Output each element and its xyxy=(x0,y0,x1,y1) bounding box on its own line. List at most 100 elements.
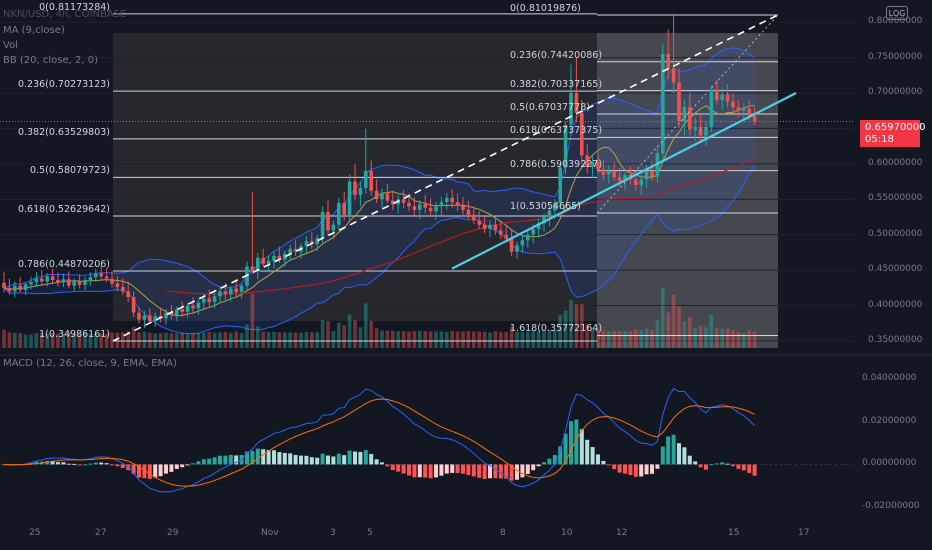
candle-body xyxy=(482,224,487,229)
macd-histogram-bar xyxy=(353,451,357,465)
volume-bar xyxy=(450,331,454,348)
candle-body xyxy=(272,255,276,261)
macd-histogram-bar xyxy=(56,462,60,465)
volume-bar xyxy=(434,331,438,348)
volume-bar xyxy=(202,332,206,348)
candle-body xyxy=(288,248,292,254)
volume-bar xyxy=(477,331,481,348)
macd-histogram-bar xyxy=(212,457,217,465)
bb-indicator-label[interactable]: BB (20, close, 2, 0) xyxy=(3,55,98,66)
macd-pane xyxy=(2,387,757,493)
macd-histogram-bar xyxy=(477,464,482,478)
fib-right-label: 0.5(0.67037778) xyxy=(510,101,590,113)
volume-bar xyxy=(455,331,460,348)
macd-histogram-bar xyxy=(164,464,168,474)
macd-histogram-bar xyxy=(315,457,320,465)
candle-body xyxy=(634,179,638,186)
fib-right-label: 0.236(0.74420086) xyxy=(510,49,603,61)
candle-body xyxy=(380,193,384,200)
candle-body xyxy=(364,170,368,188)
volume-bar xyxy=(104,333,109,348)
volume-bar xyxy=(88,334,93,348)
macd-histogram-bar xyxy=(720,462,725,465)
fib-right-label: 0(0.81019876) xyxy=(510,2,581,14)
candle-body xyxy=(293,248,298,252)
macd-axis-label: 0.04000000 xyxy=(862,372,917,383)
log-scale-button[interactable]: LOG xyxy=(886,6,908,20)
macd-histogram-bar xyxy=(428,464,433,479)
volume-bar xyxy=(547,330,552,348)
macd-histogram-bar xyxy=(504,464,509,479)
price-axis-label: 0.55000000 xyxy=(868,193,923,204)
candle-body xyxy=(553,202,557,211)
volume-bar xyxy=(677,306,681,348)
macd-histogram-bar xyxy=(417,464,422,478)
candle-body xyxy=(326,212,330,231)
bar-countdown: 05:18 xyxy=(865,134,894,145)
candle-body xyxy=(601,169,606,175)
macd-histogram-bar xyxy=(390,464,395,471)
candle-body xyxy=(461,205,465,210)
volume-bar xyxy=(715,327,719,348)
volume-bar xyxy=(391,330,395,348)
volume-bar xyxy=(445,331,449,348)
macd-histogram-bar xyxy=(558,446,563,465)
macd-histogram-bar xyxy=(547,458,552,465)
macd-histogram-bar xyxy=(471,464,476,477)
macd-histogram-bar xyxy=(574,419,579,465)
macd-indicator-label[interactable]: MACD (12, 26, close, 9, EMA, EMA) xyxy=(3,358,177,369)
candle-body xyxy=(185,305,190,312)
candle-body xyxy=(499,230,503,235)
ma-indicator-label[interactable]: MA (9,close) xyxy=(3,25,65,36)
candle-body xyxy=(617,177,622,181)
volume-bar xyxy=(563,310,568,348)
volume-bar xyxy=(461,331,465,348)
macd-histogram-bar xyxy=(590,447,595,465)
candle-body xyxy=(661,54,665,154)
candle-body xyxy=(110,278,114,284)
trend-drawings[interactable] xyxy=(0,14,855,342)
macd-histogram-bar xyxy=(423,464,428,478)
macd-histogram-bar xyxy=(655,464,660,469)
candle-body xyxy=(337,202,341,225)
volume-bar xyxy=(137,332,141,348)
volume-indicator-label[interactable]: Vol xyxy=(3,40,18,51)
macd-histogram-bar xyxy=(61,462,66,465)
volume-bar xyxy=(488,332,492,348)
macd-histogram-bar xyxy=(677,443,681,465)
candle-body xyxy=(374,190,379,200)
macd-histogram-bar xyxy=(142,464,147,479)
candle-body xyxy=(428,207,433,212)
volume-bar xyxy=(61,334,66,348)
macd-histogram-bar xyxy=(245,451,249,465)
macd-histogram-bar xyxy=(115,464,120,467)
symbol-line: NKN/USD, 4h, COINBASE xyxy=(3,9,127,20)
candle-body xyxy=(644,170,649,180)
macd-histogram-bar xyxy=(466,464,471,475)
candle-body xyxy=(439,202,444,207)
volume-bar xyxy=(536,331,541,348)
volume-bar xyxy=(401,331,406,348)
macd-histogram-bar xyxy=(671,434,676,465)
last-price-badge: 0.65970000 05:18 xyxy=(860,120,926,147)
macd-histogram-bar xyxy=(461,464,465,474)
macd-histogram-bar xyxy=(385,464,390,467)
volume-bar xyxy=(423,331,427,348)
fib-left-label: 0.382(0.63529803) xyxy=(17,126,110,138)
macd-histogram-bar xyxy=(650,464,654,474)
candle-body xyxy=(698,127,703,136)
volume-bar xyxy=(526,331,530,348)
volume-bar xyxy=(709,314,714,348)
volume-bar xyxy=(558,315,562,348)
macd-histogram-bar xyxy=(741,464,746,471)
macd-histogram-bar xyxy=(45,460,50,465)
macd-histogram-bar xyxy=(169,464,174,472)
volume-bar xyxy=(607,331,611,348)
macd-histogram-bar xyxy=(639,464,644,477)
fib-left-label: 0.786(0.44870206) xyxy=(17,259,110,270)
last-price-value: 0.65970000 xyxy=(865,122,926,133)
candle-body xyxy=(169,312,174,316)
candle-body xyxy=(407,202,411,207)
candle-body xyxy=(747,108,751,116)
